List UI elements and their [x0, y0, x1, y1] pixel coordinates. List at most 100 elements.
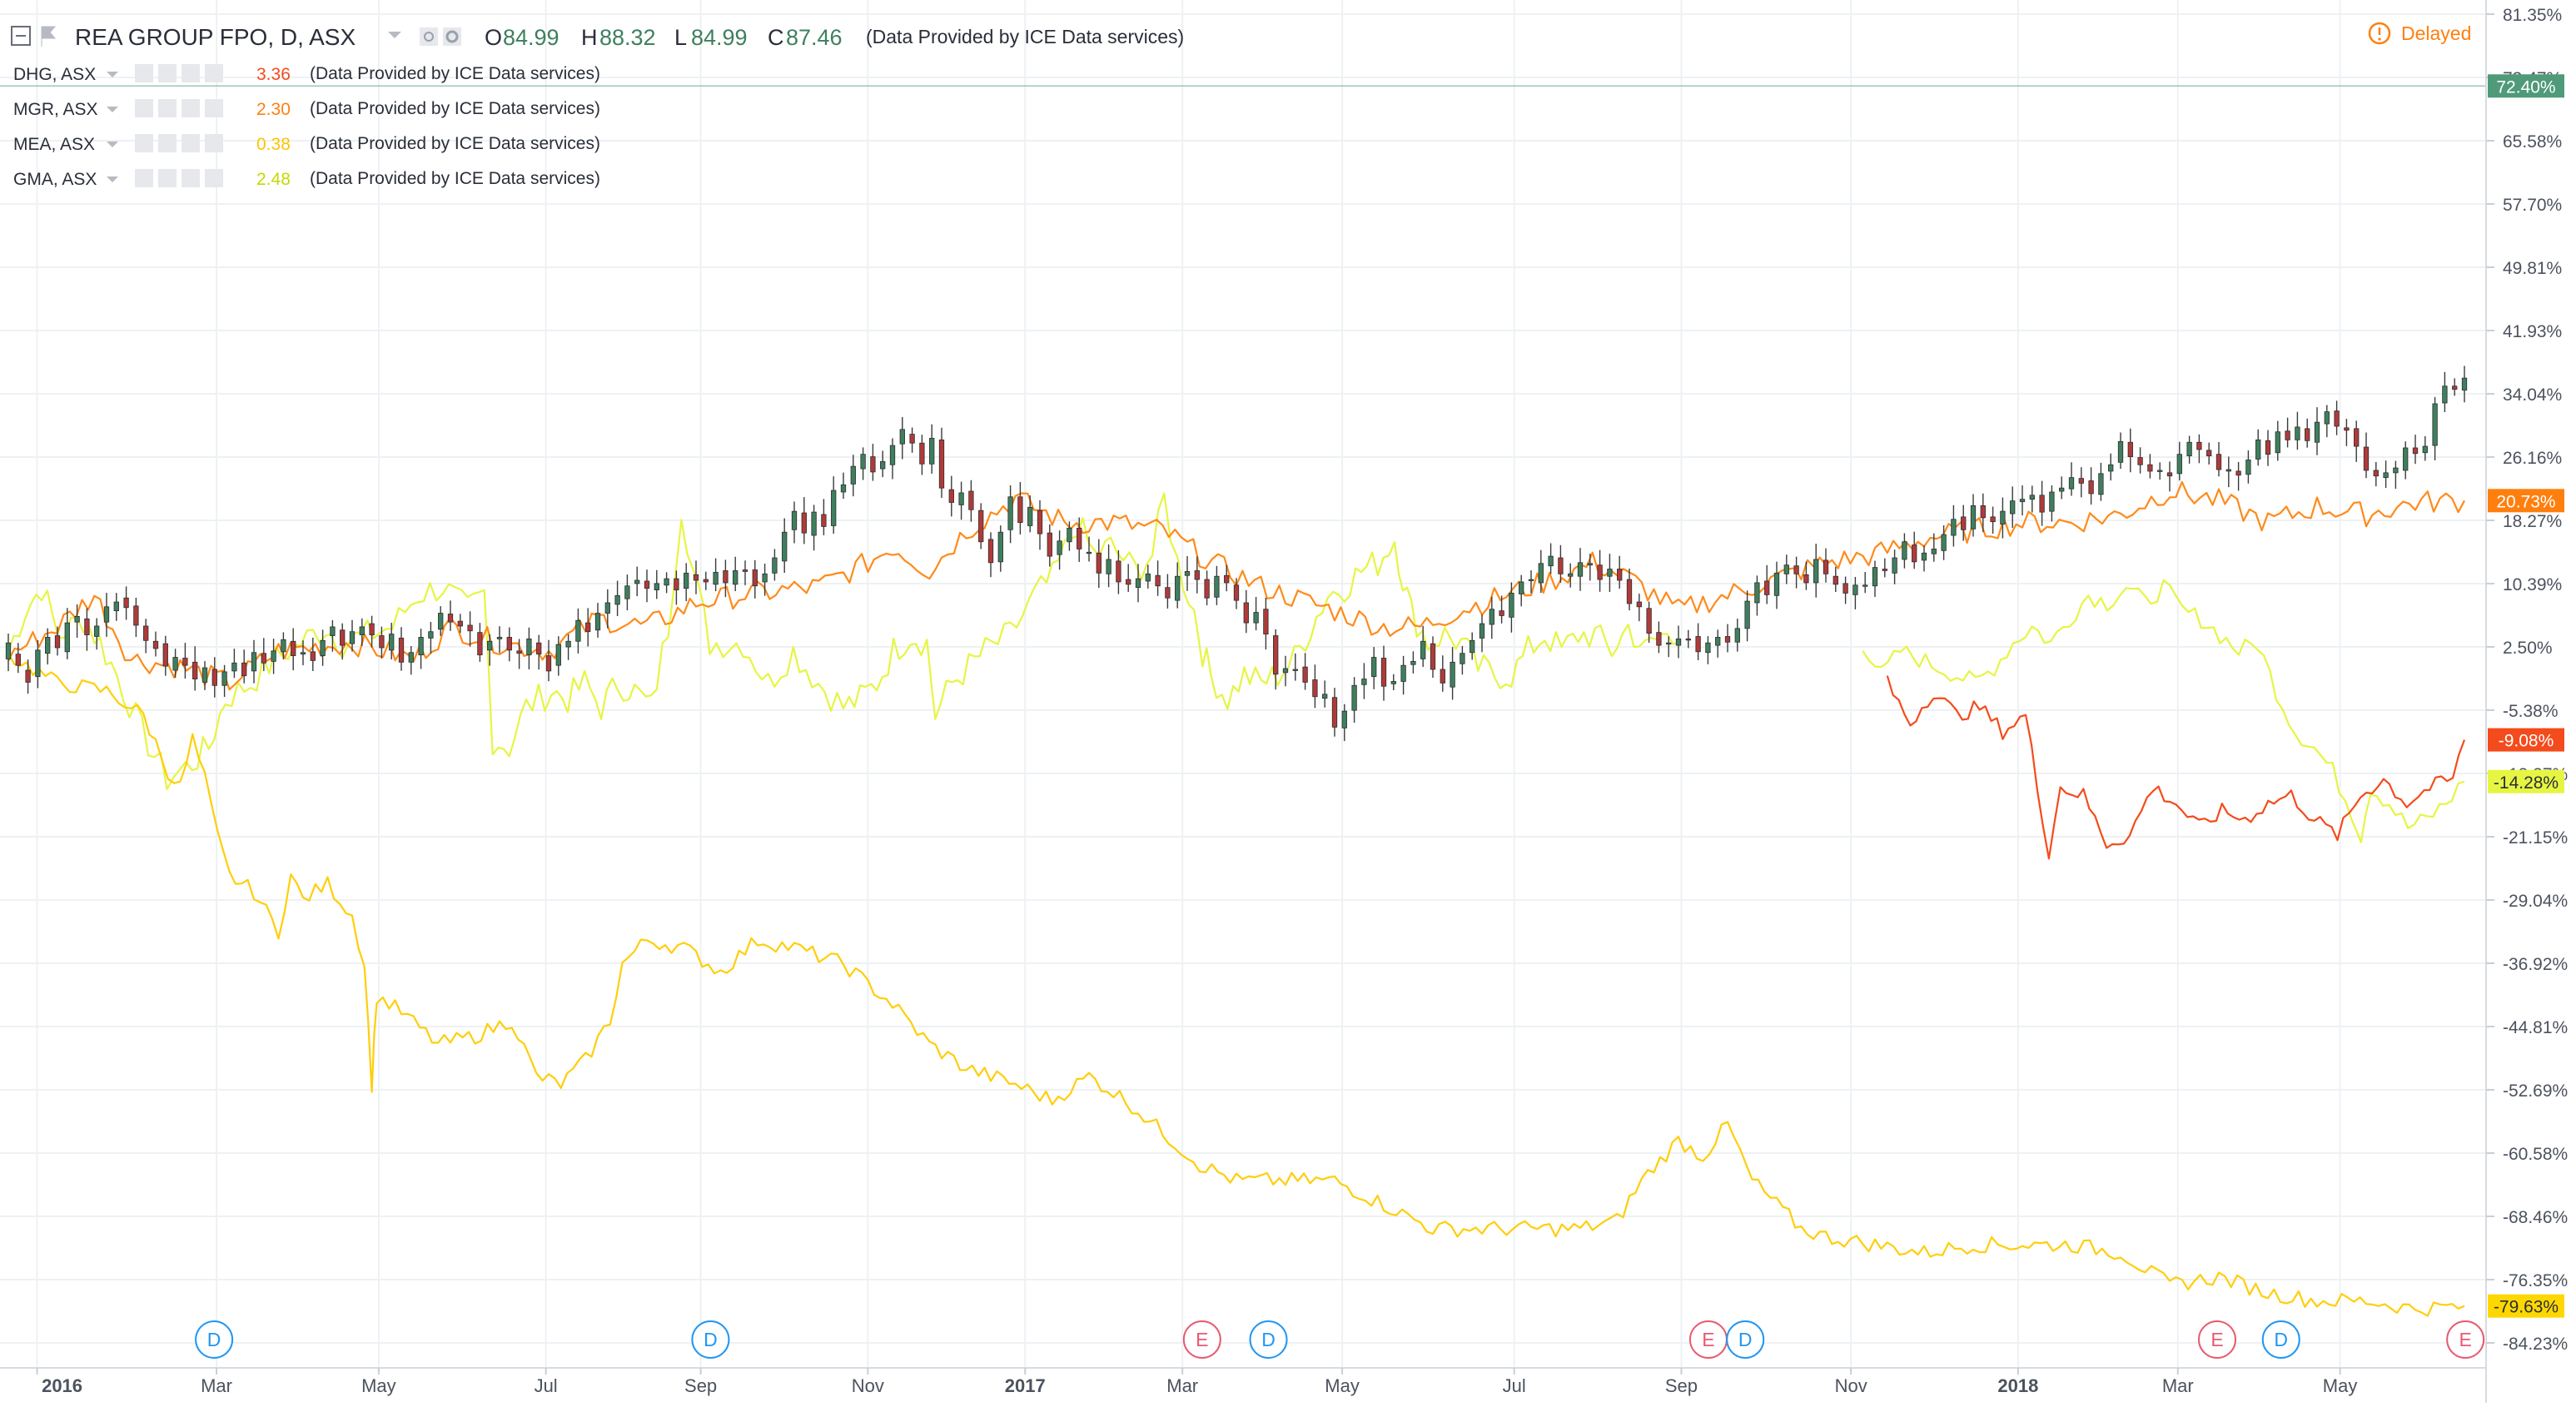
candle-body — [2078, 478, 2084, 484]
gear-icon[interactable] — [158, 169, 177, 187]
open-value: 84.99 — [503, 25, 559, 50]
candle-body — [987, 539, 994, 564]
x-tick-label: 2018 — [1997, 1375, 2038, 1396]
gear-icon[interactable] — [158, 99, 177, 117]
plus-icon[interactable] — [182, 169, 200, 187]
x-axis: 2016 Mar May Jul Sep Nov 2017 Mar May Jul Sep Nov 20… — [36, 1368, 2357, 1396]
plus-icon[interactable] — [182, 134, 200, 152]
event-circle — [1182, 1320, 1221, 1359]
candle-body — [1754, 582, 1760, 604]
candle-body — [54, 635, 61, 649]
last-value-text: 20.73% — [2496, 492, 2555, 511]
event-label: D — [207, 1329, 221, 1350]
eye-icon[interactable] — [135, 99, 153, 117]
close-icon[interactable] — [205, 64, 223, 82]
legend-symbol: MEA, ASX — [13, 135, 95, 154]
earnings-marker[interactable]: E — [1688, 1320, 1728, 1359]
earnings-marker[interactable]: E — [2197, 1320, 2236, 1359]
candle-body — [369, 623, 375, 635]
chevron-down-icon[interactable] — [388, 32, 401, 38]
earnings-marker[interactable]: E — [2446, 1320, 2485, 1359]
candle-body — [291, 640, 296, 657]
event-circle — [691, 1320, 730, 1359]
dividend-marker[interactable]: D — [1249, 1320, 1288, 1359]
flag-icon[interactable] — [41, 26, 57, 47]
candle-body — [1656, 632, 1662, 646]
candle-body — [2166, 472, 2173, 477]
candle-body — [2235, 470, 2241, 476]
candle-body — [398, 638, 405, 663]
chevron-down-icon[interactable] — [107, 142, 118, 147]
candle-body — [1302, 666, 1308, 683]
series-layer — [0, 85, 2486, 1317]
candle-body — [585, 622, 591, 633]
collapse-button[interactable] — [11, 26, 31, 46]
symbol-title[interactable]: REA GROUP FPO, D, ASX — [75, 24, 356, 50]
close-icon[interactable] — [205, 99, 223, 117]
eye-icon[interactable] — [135, 134, 153, 152]
eye-icon[interactable] — [420, 27, 438, 46]
chevron-down-icon[interactable] — [107, 107, 118, 112]
high-label: H — [581, 25, 598, 50]
gear-icon[interactable] — [158, 64, 177, 82]
close-icon[interactable] — [205, 134, 223, 152]
chevron-down-icon[interactable] — [107, 176, 118, 182]
candle-body — [1666, 642, 1672, 645]
dividend-marker[interactable]: D — [1726, 1320, 1765, 1359]
candle-body — [860, 454, 866, 470]
legend-row[interactable]: DHG, ASX 3.36 (Data Provided by ICE Data s… — [13, 64, 600, 84]
candle-body — [211, 669, 217, 686]
candle-body — [2432, 403, 2438, 446]
y-tick-label: -44.81% — [2503, 1018, 2568, 1037]
candle-body — [389, 634, 395, 651]
event-label: D — [704, 1329, 718, 1350]
event-label: D — [1738, 1329, 1753, 1350]
eye-icon[interactable] — [135, 169, 153, 187]
gear-icon[interactable] — [443, 27, 461, 46]
dividend-marker[interactable]: D — [691, 1320, 730, 1359]
candle-body — [349, 631, 356, 644]
close-icon[interactable] — [205, 169, 223, 187]
eye-icon[interactable] — [135, 64, 153, 82]
legend-row[interactable]: MEA, ASX 0.38 (Data Provided by ICE Data s… — [13, 134, 600, 154]
candle-body — [1892, 557, 1897, 574]
high-value: 88.32 — [599, 25, 656, 50]
candle-body — [742, 569, 748, 572]
y-tick-label: 49.81% — [2503, 259, 2562, 278]
candle-body — [1577, 562, 1584, 577]
legend-value: 0.38 — [256, 135, 291, 154]
delayed-indicator[interactable]: Delayed — [2368, 22, 2471, 45]
candle-body — [1450, 661, 1455, 688]
candle-body — [1086, 551, 1092, 554]
candle-body — [1460, 653, 1465, 664]
candle-body — [1322, 694, 1328, 699]
candle-body — [2127, 441, 2133, 457]
plus-icon[interactable] — [182, 64, 200, 82]
candle-body — [929, 438, 935, 465]
candle-body — [1499, 610, 1504, 616]
chevron-down-icon[interactable] — [107, 72, 118, 77]
earnings-marker[interactable]: E — [1182, 1320, 1221, 1359]
candle-body — [1509, 593, 1514, 618]
candle-body — [555, 644, 561, 666]
candle-body — [889, 445, 896, 465]
gear-icon[interactable] — [158, 134, 177, 152]
last-value-box — [2488, 74, 2564, 98]
candle-body — [2108, 464, 2114, 472]
plus-icon[interactable] — [182, 99, 200, 117]
candle-body — [2334, 410, 2340, 427]
candle-body — [2225, 469, 2231, 472]
dividend-marker[interactable]: D — [2261, 1320, 2300, 1359]
series-line-gma-early — [7, 492, 1679, 791]
legend-symbol: DHG, ASX — [13, 65, 96, 84]
legend-row[interactable]: MGR, ASX 2.30 (Data Provided by ICE Data s… — [13, 99, 600, 119]
candle-body — [84, 618, 90, 635]
gear-cog-icon — [445, 30, 459, 43]
legend-row[interactable]: GMA, ASX 2.48 (Data Provided by ICE Data s… — [13, 169, 600, 189]
candle-body — [1626, 579, 1633, 604]
dividend-marker[interactable]: D — [195, 1320, 234, 1359]
event-label: D — [1261, 1329, 1276, 1350]
